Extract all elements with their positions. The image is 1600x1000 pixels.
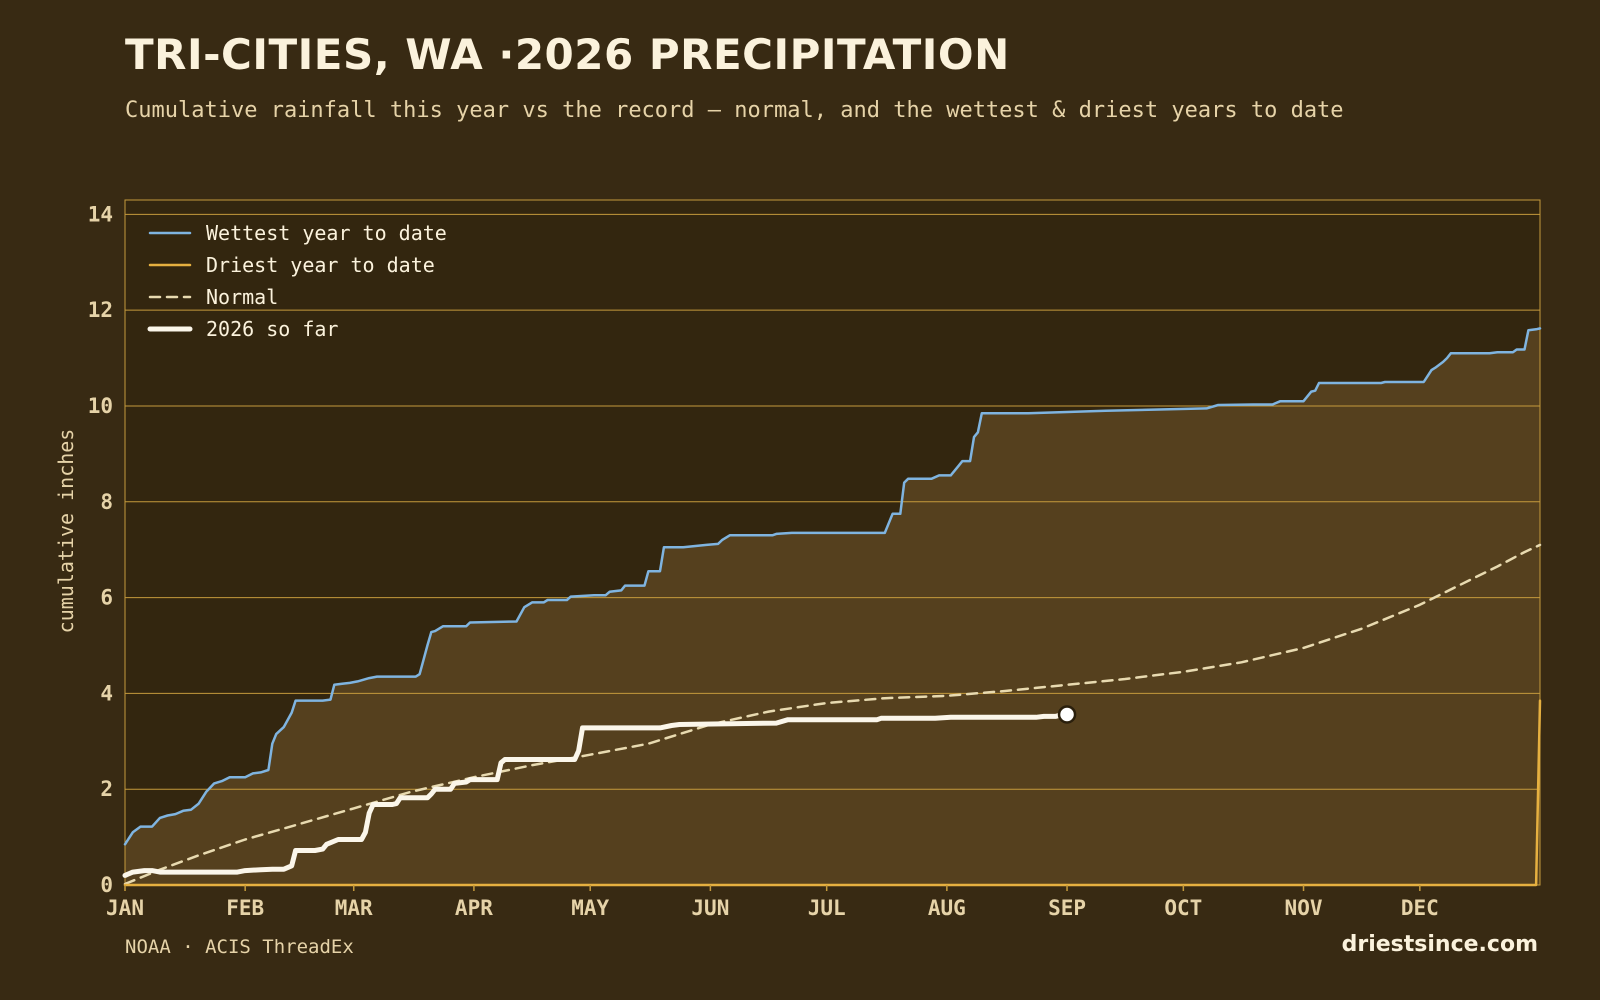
y-tick-label-0: 0 bbox=[100, 873, 113, 897]
brand-link[interactable]: driestsince.com bbox=[1341, 932, 1538, 957]
y-tick-label-10: 10 bbox=[88, 394, 113, 418]
axes: 0 2 4 6 8 10 12 14 JAN FEB MAR APR MAY JUN JUL AUG SEP OC… bbox=[88, 202, 1439, 920]
legend: Wettest year to date Driest year to date N… bbox=[147, 221, 447, 341]
x-tick-label-jan: JAN bbox=[106, 896, 144, 920]
x-tick-label-mar: MAR bbox=[335, 896, 373, 920]
y-tick-label-6: 6 bbox=[100, 586, 113, 610]
y-tick-label-12: 12 bbox=[88, 298, 113, 322]
series-layer bbox=[122, 327, 1542, 887]
series-line-2026-so-far bbox=[122, 712, 1070, 878]
legend-label-0: Wettest year to date bbox=[206, 221, 447, 245]
wettest-area-fill bbox=[125, 328, 1540, 885]
current-endpoint-marker bbox=[1057, 705, 1077, 724]
wettest-fill-area bbox=[125, 328, 1540, 885]
source-note: NOAA · ACIS ThreadEx bbox=[125, 936, 354, 958]
x-tick-label-sep: SEP bbox=[1048, 896, 1086, 920]
y-tick-label-8: 8 bbox=[100, 490, 113, 514]
x-tick-label-may: MAY bbox=[571, 896, 609, 920]
x-tick-label-nov: NOV bbox=[1285, 896, 1323, 920]
y-tick-label-4: 4 bbox=[100, 681, 113, 705]
chart-subtitle: Cumulative rainfall this year vs the rec… bbox=[125, 98, 1344, 123]
x-tick-label-jul: JUL bbox=[808, 896, 846, 920]
legend-label-1: Driest year to date bbox=[206, 253, 435, 277]
x-tick-label-aug: AUG bbox=[928, 896, 966, 920]
y-tick-label-2: 2 bbox=[100, 777, 113, 801]
legend-label-3: 2026 so far bbox=[206, 317, 338, 341]
y-axis-label: cumulative inches bbox=[54, 429, 78, 634]
x-tick-label-oct: OCT bbox=[1164, 896, 1202, 920]
x-tick-label-jun: JUN bbox=[691, 896, 729, 920]
y-tick-label-14: 14 bbox=[88, 202, 113, 226]
x-tick-label-apr: APR bbox=[455, 896, 493, 920]
legend-label-2: Normal bbox=[206, 285, 278, 309]
series-line-wettest-year-to-date bbox=[123, 327, 1542, 846]
series-line-driest-year-to-date bbox=[123, 699, 1542, 887]
series-line-normal bbox=[123, 543, 1542, 886]
chart-title: TRI-CITIES, WA ·2026 PRECIPITATION bbox=[125, 30, 1010, 79]
x-tick-label-dec: DEC bbox=[1401, 896, 1439, 920]
x-tick-label-feb: FEB bbox=[226, 896, 264, 920]
